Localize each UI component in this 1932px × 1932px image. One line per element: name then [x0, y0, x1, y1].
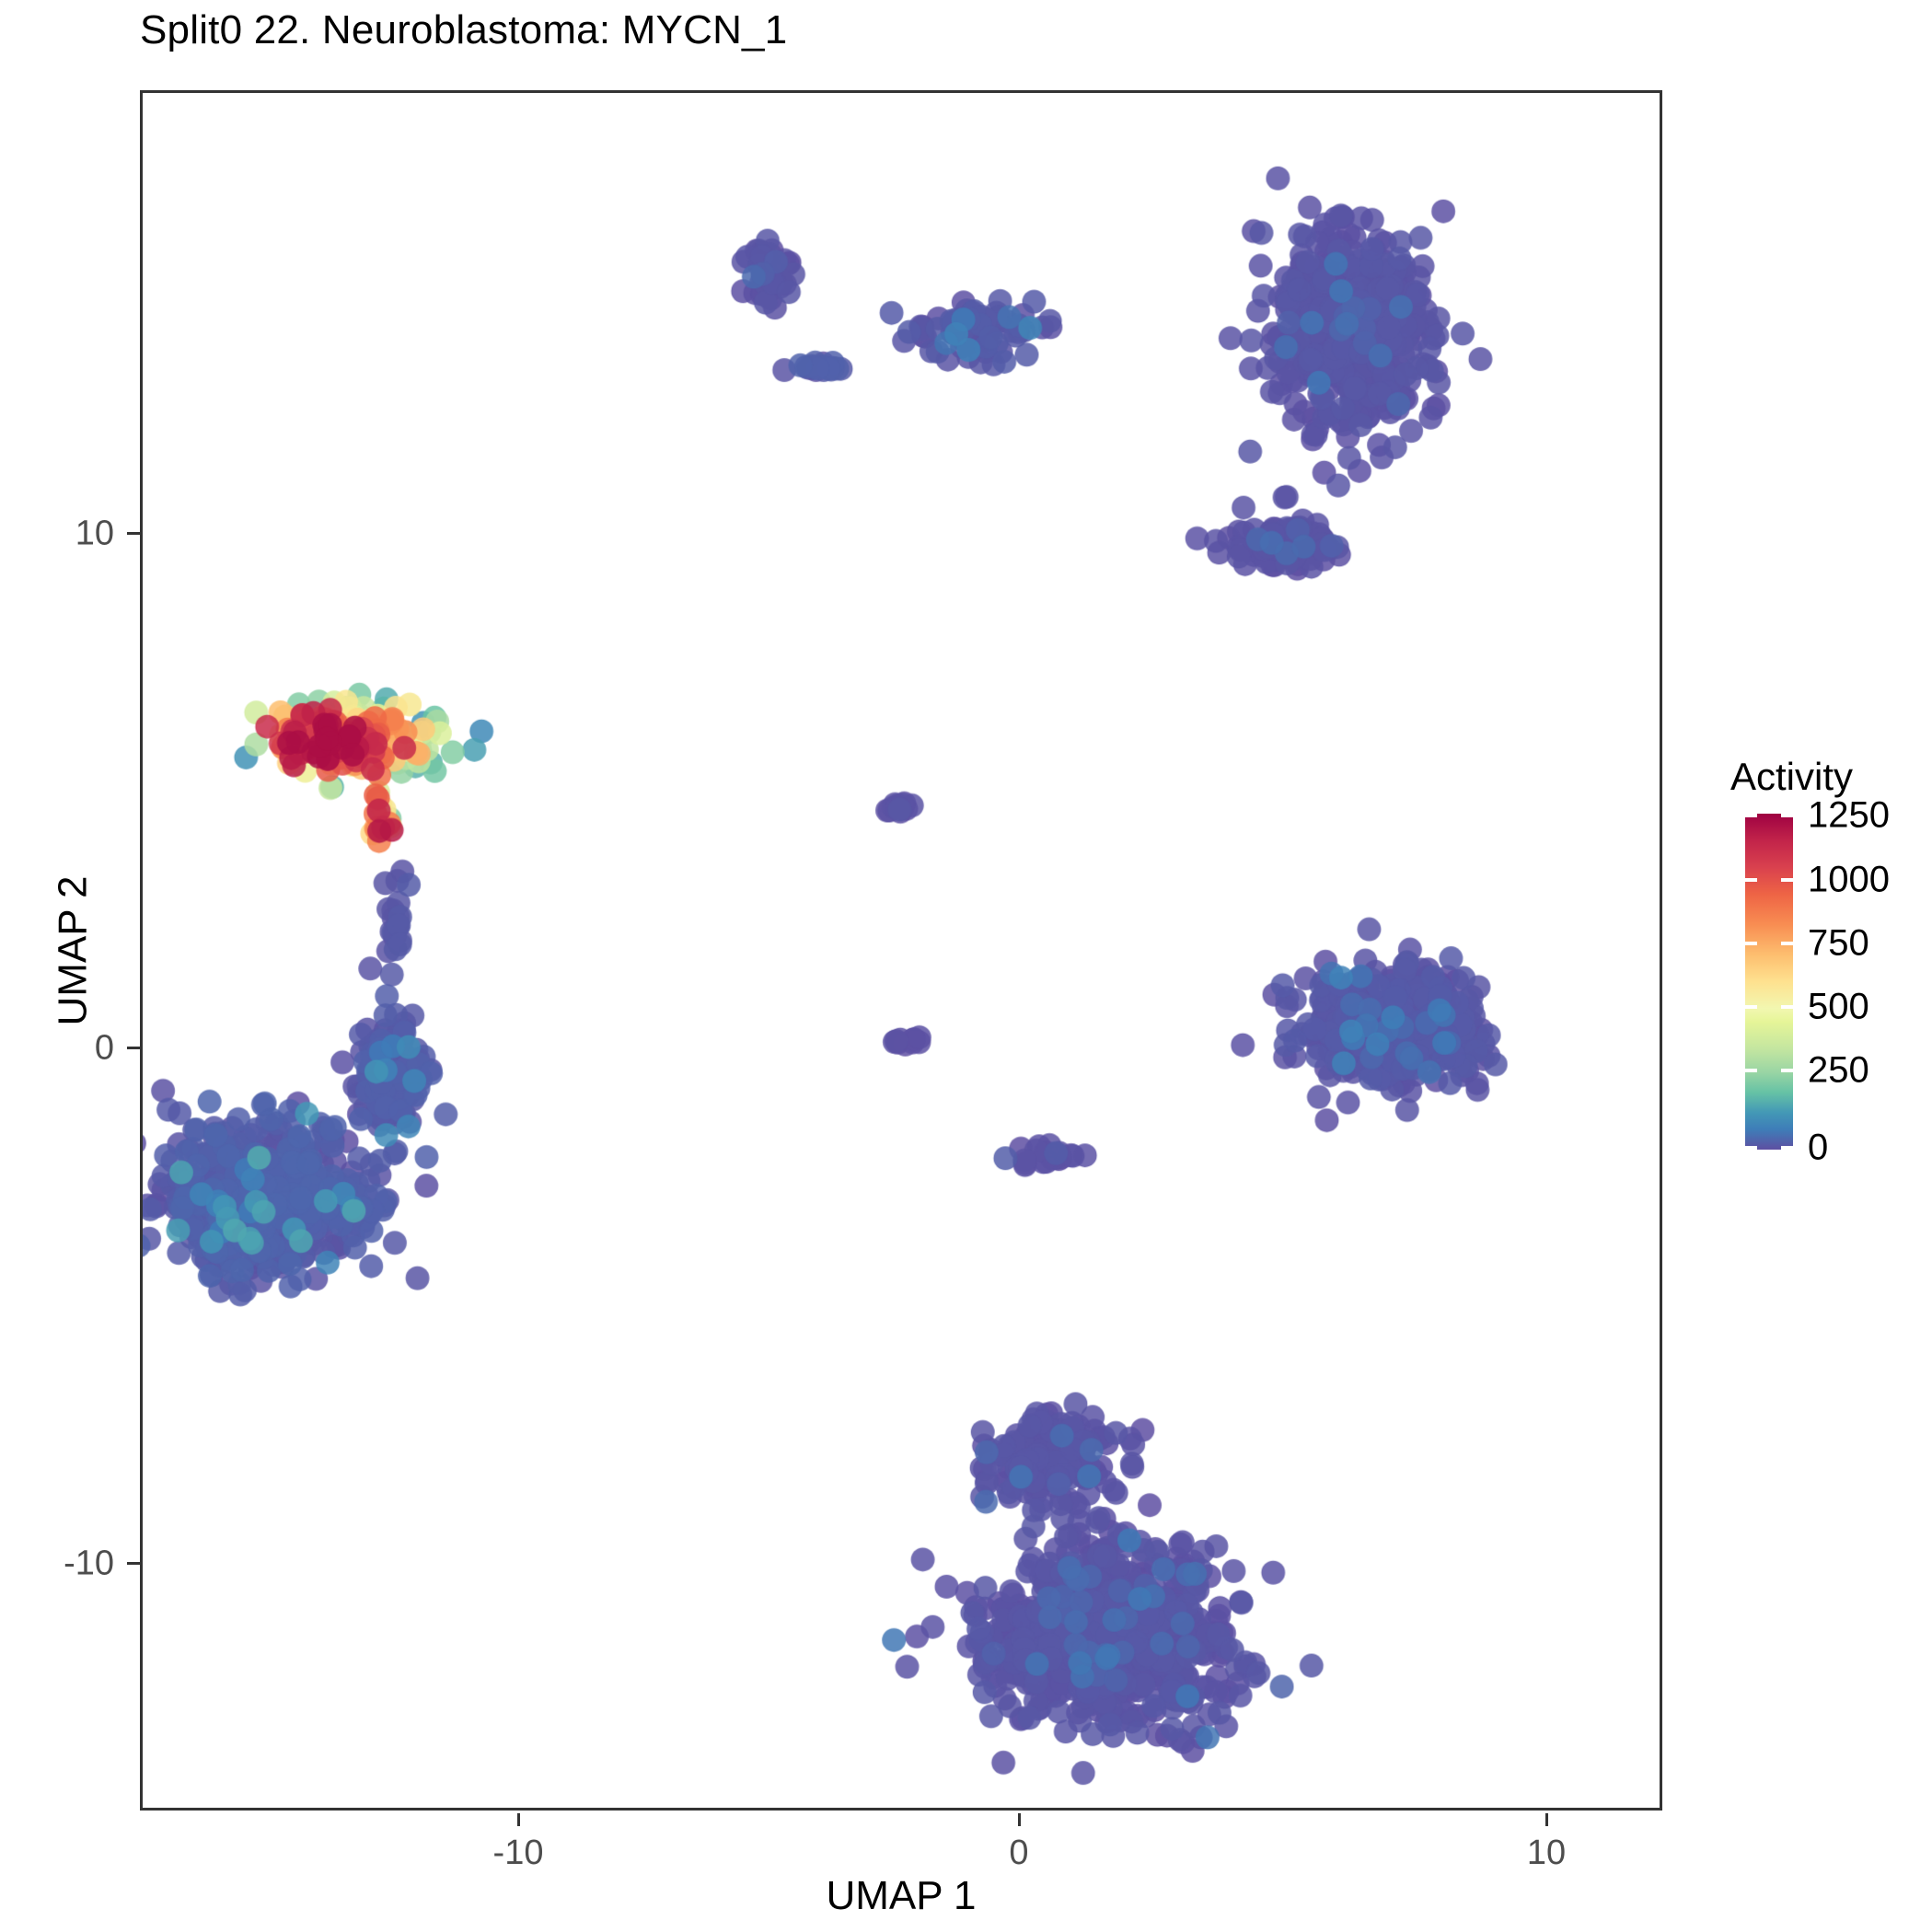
x-tick-mark-0 [1018, 1813, 1021, 1826]
y-tick-mark-10 [127, 532, 140, 535]
y-tick-label-0: 0 [94, 1028, 114, 1068]
colorbar-label-0: 0 [1808, 1127, 1829, 1168]
y-axis-label-wrap: UMAP 2 [9, 90, 96, 1811]
x-tick-mark-10 [1545, 1813, 1548, 1826]
x-axis-label: UMAP 1 [826, 1873, 977, 1918]
x-tick-label-10: 10 [1526, 1834, 1567, 1872]
legend-title: Activity [1730, 755, 1854, 798]
plot-panel [140, 90, 1662, 1811]
colorbar-label-750: 750 [1808, 922, 1869, 964]
y-tick-label-10: 10 [75, 514, 114, 553]
y-tick-mark-0 [127, 1047, 140, 1049]
activity-colorbar [1745, 814, 1793, 1150]
scatter-points-layer [143, 93, 1660, 1808]
colorbar-label-1250: 1250 [1808, 794, 1890, 836]
colorbar-label-500: 500 [1808, 986, 1869, 1027]
x-tick-label-neg10: -10 [492, 1834, 544, 1872]
colorbar-label-1000: 1000 [1808, 859, 1890, 900]
x-tick-label-0: 0 [1009, 1834, 1029, 1872]
x-tick-mark-neg10 [517, 1813, 520, 1826]
page-title: Split0 22. Neuroblastoma: MYCN_1 [140, 7, 788, 52]
y-axis-label: UMAP 2 [50, 874, 96, 1026]
legend: Activity 1250 1000 750 500 250 0 [1729, 755, 1922, 1182]
legend-colorbar-body: 1250 1000 750 500 250 0 [1729, 795, 1922, 1182]
y-tick-label-neg10: -10 [64, 1544, 114, 1583]
y-tick-mark-neg10 [127, 1562, 140, 1565]
colorbar-label-250: 250 [1808, 1049, 1869, 1091]
